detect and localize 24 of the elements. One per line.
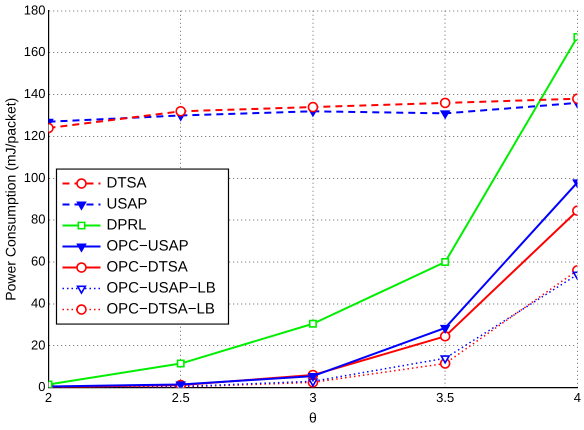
- x-tick-label: 4: [574, 390, 581, 405]
- x-axis-title: θ: [309, 409, 318, 426]
- legend-label: DPRL: [106, 216, 147, 234]
- y-tick-label: 140: [24, 86, 46, 102]
- legend-label: OPC−DTSA−LB: [106, 300, 215, 318]
- x-tick-label: 2: [44, 390, 52, 405]
- legend-label: DTSA: [106, 174, 147, 192]
- y-tick-label: 20: [31, 337, 46, 352]
- x-tick-label: 3.5: [436, 390, 454, 405]
- y-tick-label: 120: [24, 128, 46, 143]
- legend-label: OPC−USAP: [106, 238, 189, 255]
- y-tick-label: 100: [24, 170, 46, 185]
- x-tick-label: 3: [309, 390, 317, 405]
- legend-label: USAP: [106, 196, 148, 213]
- y-axis-title: Power Consumption (mJ/packet): [2, 98, 18, 301]
- legend-label: OPC−DTSA: [106, 258, 188, 276]
- y-tick-label: 0: [38, 379, 46, 394]
- y-tick-label: 180: [24, 2, 46, 18]
- legend-label: OPC−USAP−LB: [106, 280, 216, 297]
- x-tick-label: 2.5: [172, 390, 190, 405]
- y-tick-label: 160: [24, 44, 46, 60]
- y-tick-label: 40: [31, 295, 46, 310]
- y-tick-label: 80: [31, 212, 46, 227]
- y-tick-label: 60: [31, 254, 46, 269]
